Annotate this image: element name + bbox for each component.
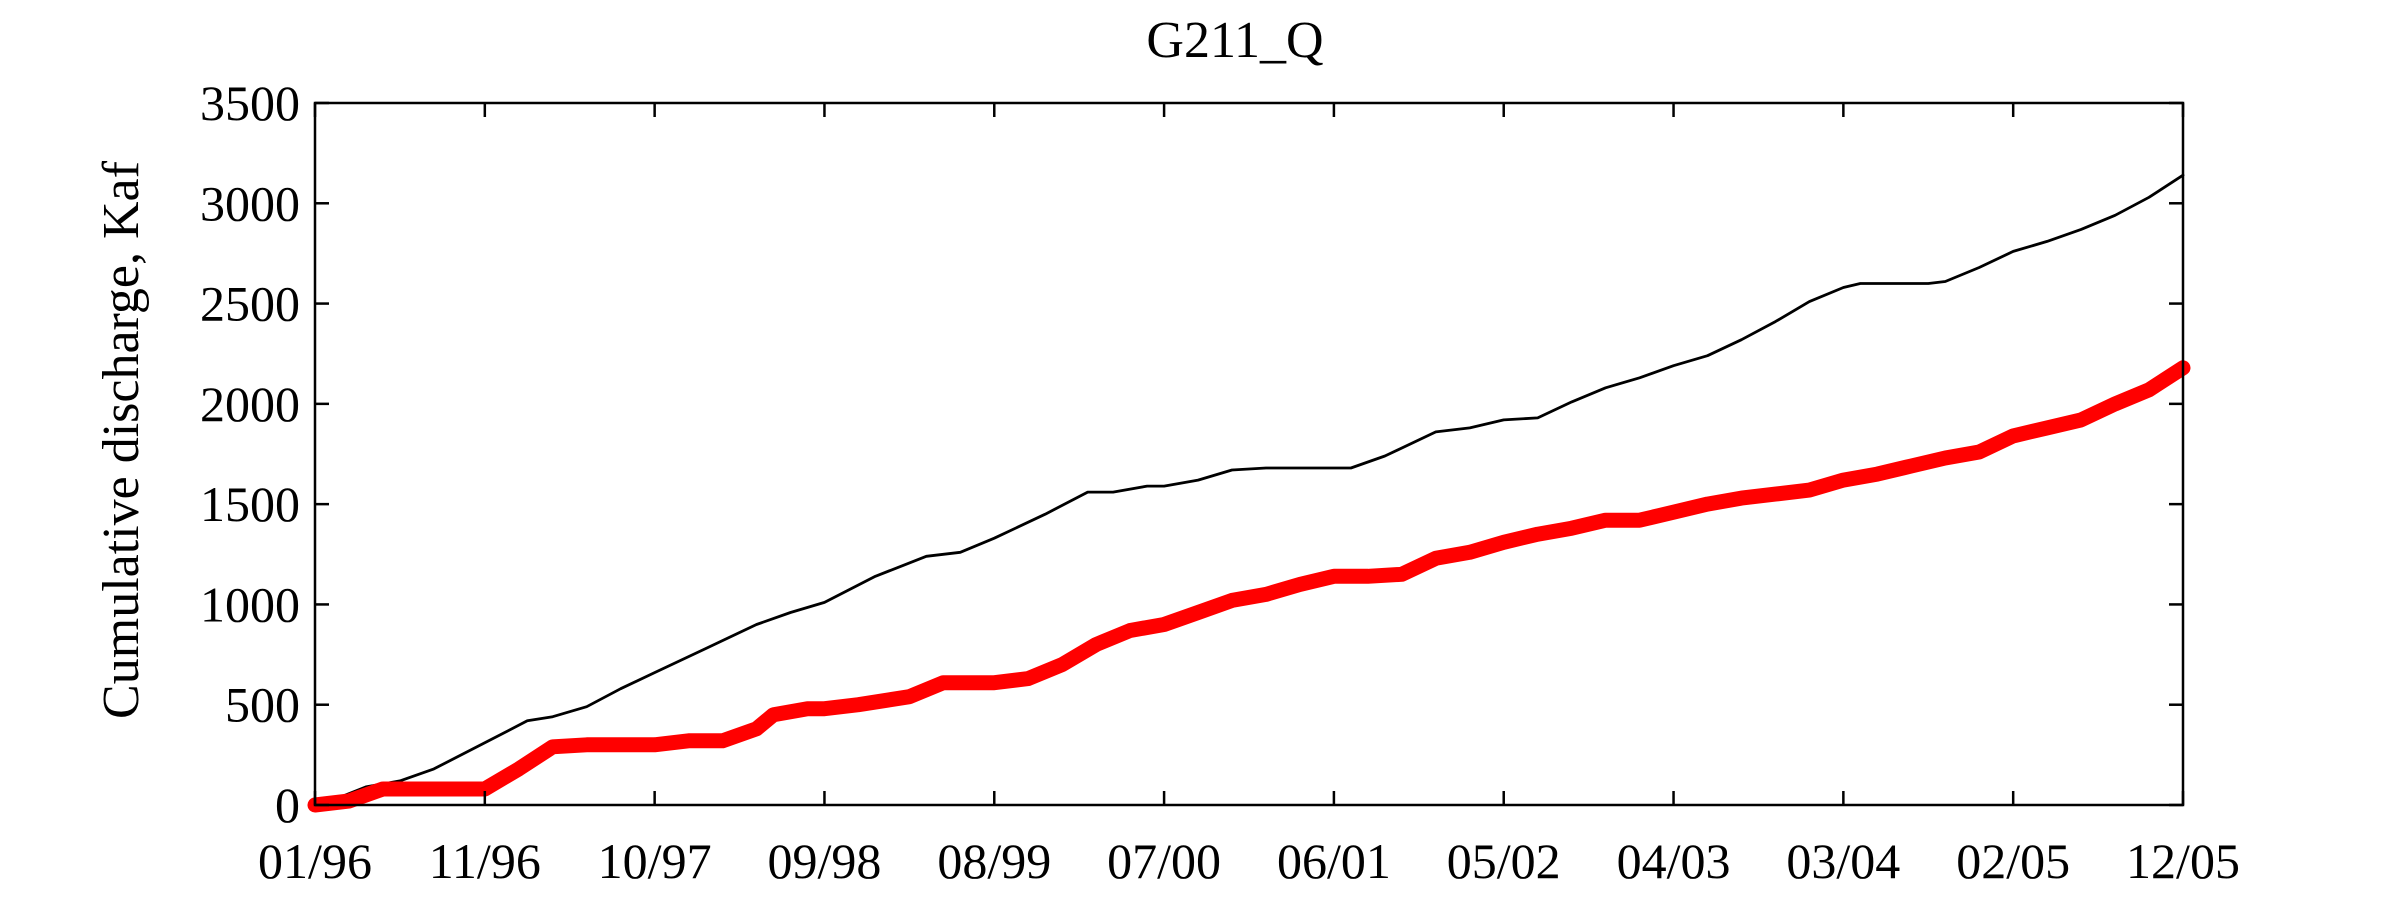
y-tick-label: 3500 [200,75,300,131]
axis-ticks [313,101,2185,807]
y-tick-label: 3000 [200,175,300,231]
x-tick-label: 02/05 [1956,833,2070,889]
x-tick-labels: 01/96 11/96 10/97 09/98 08/99 07/00 06/01 05/02… [258,833,2240,889]
x-tick-label: 01/96 [258,833,372,889]
x-tick-label: 12/05 [2126,833,2240,889]
series-line-1 [313,173,2185,807]
x-tick-label: 03/04 [1786,833,1900,889]
x-tick-label: 08/99 [937,833,1051,889]
x-tick-label: 07/00 [1107,833,1221,889]
x-tick-label: 04/03 [1617,833,1731,889]
plot-frame [313,101,2185,807]
x-tick-label: 09/98 [768,833,882,889]
series-line-2 [307,360,2191,813]
plot-area [307,173,2191,813]
x-tick-label: 05/02 [1447,833,1561,889]
y-tick-label: 2500 [200,276,300,332]
y-tick-label: 2000 [200,376,300,432]
x-tick-label: 11/96 [429,833,541,889]
y-tick-label: 1500 [200,476,300,532]
y-tick-label: 0 [275,777,300,833]
chart-title: G211_Q [1146,12,1323,69]
y-tick-labels: 0 500 1000 1500 2000 2500 3000 3500 [200,75,300,833]
y-axis-label: Cumulative discharge, Kaf [93,160,150,719]
y-tick-label: 500 [225,677,300,733]
y-tick-label: 1000 [200,576,300,632]
x-tick-label: 10/97 [598,833,712,889]
x-tick-label: 06/01 [1277,833,1391,889]
